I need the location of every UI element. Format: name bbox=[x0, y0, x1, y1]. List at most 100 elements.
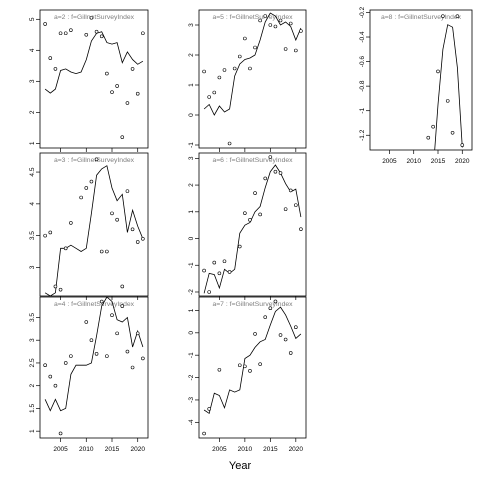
observed-point bbox=[258, 362, 262, 366]
observed-point bbox=[125, 101, 130, 105]
fitted-line bbox=[203, 164, 302, 294]
observed-point bbox=[69, 221, 73, 225]
observed-point bbox=[253, 45, 257, 50]
observed-point bbox=[43, 233, 47, 238]
y-tick-label: 1 bbox=[188, 308, 195, 312]
panel-frame bbox=[198, 152, 307, 297]
y-tick-label: -3 bbox=[188, 397, 195, 403]
y-tick-label: -0.2 bbox=[359, 6, 366, 18]
observed-point bbox=[431, 124, 435, 129]
observed-point bbox=[278, 171, 283, 175]
y-tick-label: 0 bbox=[188, 236, 195, 240]
y-tick-label: 5 bbox=[29, 17, 36, 21]
observed-point bbox=[273, 169, 278, 174]
y-tick-label: 4 bbox=[29, 202, 36, 206]
observed-point bbox=[263, 315, 268, 319]
observed-point bbox=[202, 69, 206, 74]
y-tick-label: 4 bbox=[29, 48, 36, 52]
observed-point bbox=[243, 36, 247, 41]
panel-frame bbox=[369, 9, 473, 151]
observed-point bbox=[283, 47, 288, 51]
observed-point bbox=[53, 67, 58, 71]
observed-point bbox=[299, 29, 303, 33]
observed-point bbox=[69, 28, 73, 32]
panel-4: a=3 : f=GillnetSurveyIndex 3 3.5 4 4.5 bbox=[29, 152, 149, 300]
y-tick-label: -0.6 bbox=[359, 56, 366, 68]
observed-point bbox=[278, 333, 283, 337]
y-tick-label: 3 bbox=[29, 338, 36, 342]
observed-point bbox=[253, 191, 257, 195]
observed-point bbox=[105, 354, 109, 358]
panel-strip-label: a=5 : f=GillnetSurveyIndex bbox=[212, 14, 293, 21]
y-tick-label: -2 bbox=[188, 289, 195, 295]
x-tick-label: 2010 bbox=[406, 158, 421, 165]
observed-point bbox=[63, 246, 68, 251]
observed-point bbox=[53, 383, 58, 388]
panel-strip-label: a=4 : f=GillnetSurveyIndex bbox=[54, 301, 135, 308]
panel-8: a=7 : f=GillnetSurveyIndex -4 -3 -2 -1 0 1 2005… bbox=[188, 296, 307, 453]
panel-frame bbox=[198, 9, 307, 149]
observed-point bbox=[125, 189, 130, 193]
observed-point bbox=[105, 71, 109, 76]
y-tick-label: 2 bbox=[188, 53, 195, 57]
observed-point bbox=[48, 374, 53, 379]
y-tick-label: -1 bbox=[188, 142, 195, 148]
observed-point bbox=[283, 337, 288, 342]
x-tick-label: 2020 bbox=[130, 446, 145, 453]
observed-point bbox=[135, 331, 140, 336]
observed-point bbox=[253, 332, 257, 336]
y-tick-label: 3.5 bbox=[29, 313, 36, 322]
observed-point bbox=[99, 34, 104, 39]
observed-point bbox=[268, 306, 273, 310]
observed-point bbox=[94, 29, 99, 34]
y-tick-label: -1.2 bbox=[359, 129, 366, 141]
observed-point bbox=[120, 284, 125, 289]
y-tick-label: 1 bbox=[29, 141, 36, 145]
observed-point bbox=[69, 354, 73, 358]
y-tick-label: 3 bbox=[29, 79, 36, 83]
observed-point bbox=[299, 227, 303, 231]
observed-point bbox=[268, 23, 273, 27]
observed-point bbox=[212, 260, 217, 265]
y-tick-label: -1 bbox=[188, 352, 195, 358]
fitted-line bbox=[203, 12, 302, 116]
panel-frame bbox=[39, 296, 149, 439]
panel-7: a=4 : f=GillnetSurveyIndex 1 1.5 2 2.5 3 3.5 20… bbox=[29, 296, 149, 453]
observed-point bbox=[48, 230, 53, 235]
y-tick-label: -0.4 bbox=[359, 31, 366, 43]
observed-point bbox=[237, 244, 242, 249]
observed-point bbox=[445, 99, 450, 103]
panel-frame bbox=[39, 152, 149, 297]
observed-point bbox=[84, 33, 89, 37]
observed-point bbox=[288, 21, 293, 26]
observed-point bbox=[283, 207, 288, 211]
observed-point bbox=[110, 313, 114, 317]
y-tick-label: -0.8 bbox=[359, 80, 366, 92]
observed-point bbox=[248, 66, 252, 71]
observed-point bbox=[207, 407, 211, 411]
x-tick-label: 2020 bbox=[289, 446, 304, 453]
observed-point bbox=[212, 90, 217, 95]
fitted-line bbox=[44, 31, 144, 94]
observed-point bbox=[99, 249, 104, 254]
observed-point bbox=[110, 211, 114, 216]
observed-point bbox=[248, 218, 252, 222]
observed-point bbox=[217, 367, 222, 372]
observed-point bbox=[141, 31, 145, 36]
observed-point bbox=[125, 349, 130, 354]
observed-point bbox=[63, 31, 68, 36]
fitted-line bbox=[44, 297, 144, 412]
observed-point bbox=[258, 18, 262, 23]
observed-point bbox=[268, 155, 273, 159]
observed-point bbox=[460, 143, 465, 147]
observed-point bbox=[115, 217, 119, 222]
observed-point bbox=[450, 131, 455, 135]
observed-point bbox=[43, 363, 47, 368]
panel-3: a=8 : f=GillnetSurveyIndex -1.2 -1 -0.8 -0.6… bbox=[359, 6, 473, 165]
observed-point bbox=[79, 195, 83, 200]
x-axis-label: Year bbox=[228, 460, 252, 472]
observed-point bbox=[243, 364, 247, 369]
observed-point bbox=[99, 299, 104, 304]
observed-point bbox=[89, 338, 94, 343]
